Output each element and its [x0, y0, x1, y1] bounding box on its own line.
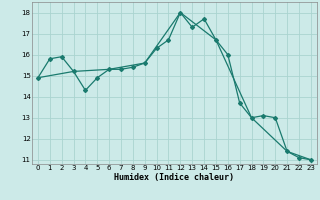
- X-axis label: Humidex (Indice chaleur): Humidex (Indice chaleur): [115, 173, 234, 182]
